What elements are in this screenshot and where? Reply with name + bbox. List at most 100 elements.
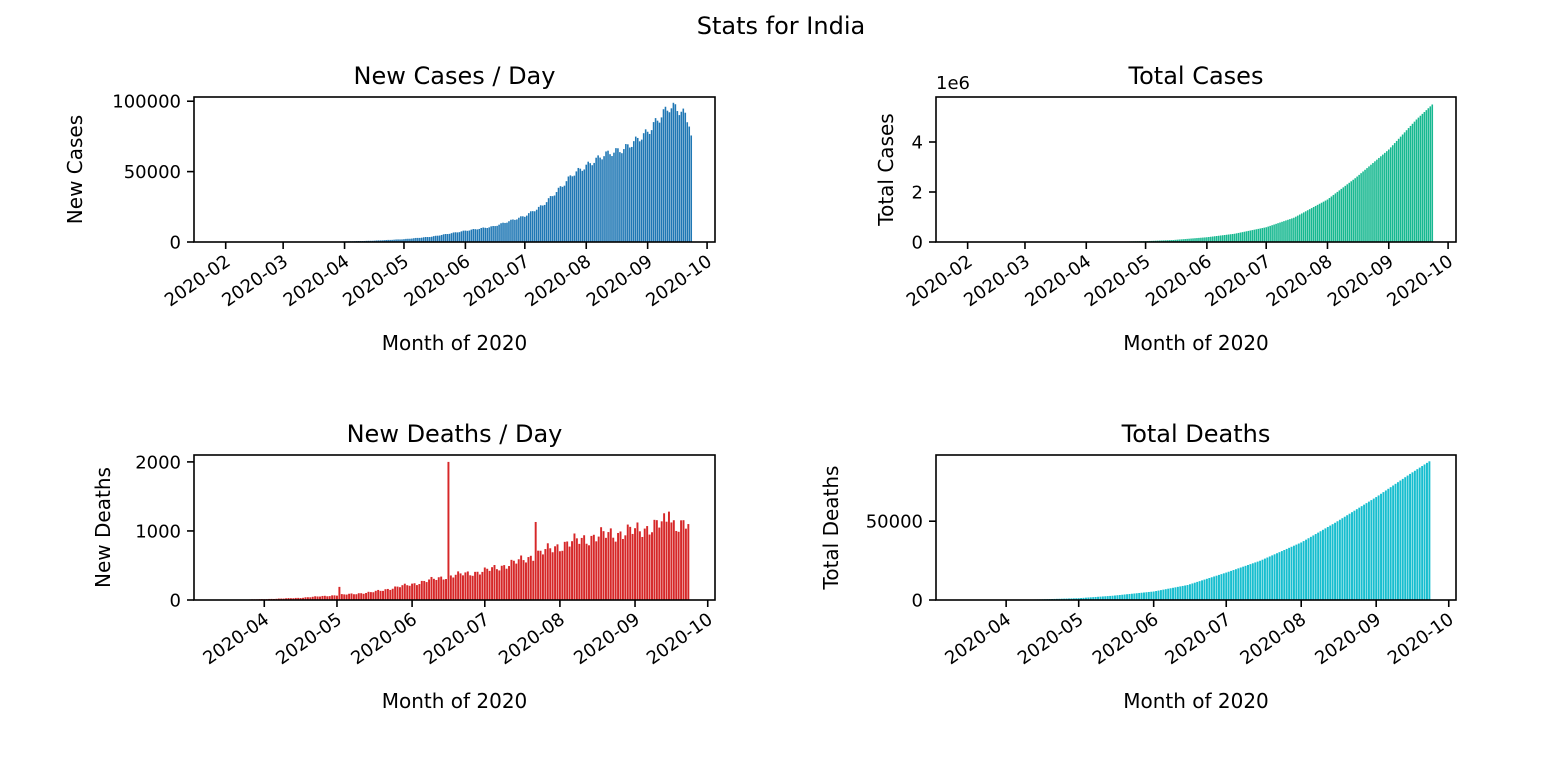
total-cases-bar xyxy=(1362,171,1364,242)
total-cases-axes-frame xyxy=(935,96,1457,243)
new-deaths-bar xyxy=(352,594,355,600)
total-deaths-bar xyxy=(1118,594,1121,600)
new-deaths-bar xyxy=(655,520,658,600)
new-deaths-bar xyxy=(411,583,414,600)
new-cases-bar xyxy=(480,227,483,242)
total-deaths-bar xyxy=(1244,565,1247,600)
total-deaths-bar xyxy=(1227,571,1230,600)
total-deaths-bar xyxy=(1426,462,1428,600)
total-deaths-bar xyxy=(1247,564,1249,600)
new-cases-bar xyxy=(486,228,488,242)
new-deaths-bar xyxy=(384,589,387,600)
new-cases-bar xyxy=(662,109,665,243)
new-cases-bar xyxy=(619,152,621,242)
new-cases-bar xyxy=(466,230,469,242)
total-cases-bar xyxy=(1346,184,1349,242)
total-deaths-bar xyxy=(1169,588,1172,600)
new-cases-bar xyxy=(452,232,455,242)
new-cases-bar xyxy=(686,122,689,242)
new-cases-bar xyxy=(462,230,465,242)
new-cases-bar xyxy=(529,211,532,242)
new-deaths-bar xyxy=(382,590,384,600)
total-deaths-xtick-label: 2020-08 xyxy=(1236,609,1310,669)
new-cases-bar xyxy=(518,217,520,242)
total-deaths-xtick-label: 2020-10 xyxy=(1384,609,1458,669)
new-cases-xlabel: Month of 2020 xyxy=(382,331,528,355)
new-cases-bar xyxy=(393,239,395,242)
total-deaths-bar xyxy=(1375,497,1378,600)
total-cases-bar xyxy=(1407,128,1410,242)
new-cases-bar xyxy=(644,129,647,242)
new-deaths-bar xyxy=(469,575,472,600)
total-deaths-bar xyxy=(1300,542,1303,600)
total-cases-bar xyxy=(1192,238,1194,242)
total-deaths-bar xyxy=(1222,573,1225,600)
new-cases-bar xyxy=(547,198,550,242)
total-deaths-bars xyxy=(959,461,1431,600)
total-deaths-bar xyxy=(1251,563,1254,600)
total-cases-bar xyxy=(1342,187,1345,242)
total-deaths-bar xyxy=(1384,490,1387,600)
new-cases-bar xyxy=(549,196,552,242)
total-cases-bar xyxy=(1176,239,1179,242)
new-deaths-bar xyxy=(425,582,428,600)
total-cases-bar xyxy=(1267,226,1269,242)
new-cases-bar xyxy=(579,168,582,242)
total-deaths-bar xyxy=(1278,552,1281,600)
total-cases-bar xyxy=(1247,230,1250,242)
total-deaths-bar xyxy=(1377,495,1380,600)
new-deaths-bar xyxy=(360,593,363,600)
new-deaths-bar xyxy=(636,522,639,600)
new-deaths-bar xyxy=(498,570,501,600)
new-deaths-bar xyxy=(684,528,687,600)
new-cases-bar xyxy=(399,239,401,242)
new-cases-bar xyxy=(488,227,490,242)
total-cases-bar xyxy=(1285,220,1287,242)
total-cases-bar xyxy=(1180,239,1182,242)
new-deaths-bar xyxy=(561,550,564,600)
new-cases-ytick-label: 50000 xyxy=(124,162,181,183)
total-cases-bar xyxy=(1386,151,1388,242)
new-cases-bar xyxy=(680,111,683,243)
new-cases-bar xyxy=(504,222,506,242)
new-cases-bar xyxy=(535,209,538,242)
new-cases-bar xyxy=(403,239,405,242)
new-cases-bar xyxy=(417,237,419,242)
new-cases-bar xyxy=(413,238,415,242)
new-deaths-bar xyxy=(408,585,411,600)
total-cases-bar xyxy=(1219,235,1222,242)
new-deaths-bar xyxy=(537,550,540,600)
new-deaths-bar xyxy=(680,520,683,600)
new-deaths-bar xyxy=(638,531,641,600)
total-deaths-bar xyxy=(1201,580,1204,600)
new-deaths-bar xyxy=(672,520,675,600)
total-deaths-bar xyxy=(1322,529,1324,600)
new-cases-bar xyxy=(500,223,502,242)
new-deaths-axes-frame xyxy=(193,454,716,601)
total-cases-bar xyxy=(1289,219,1291,242)
new-cases-xtick-label: 2020-09 xyxy=(583,251,657,311)
new-deaths-bar xyxy=(675,530,678,600)
total-cases-bar xyxy=(1259,228,1262,242)
total-cases-ytick-label: 4 xyxy=(912,133,923,154)
new-deaths-bar xyxy=(445,579,447,600)
total-cases-bar xyxy=(1372,163,1374,242)
new-deaths-bar xyxy=(459,573,462,600)
new-cases-bar xyxy=(599,157,601,242)
new-deaths-bar xyxy=(457,571,460,600)
total-cases-bar xyxy=(1279,222,1281,242)
new-cases-bar xyxy=(678,115,681,242)
total-deaths-bar xyxy=(1329,525,1332,600)
new-cases-bar xyxy=(476,229,479,242)
figure-title: Stats for India xyxy=(697,12,865,40)
new-cases-bar xyxy=(502,222,504,242)
total-cases-bar xyxy=(1217,235,1220,242)
total-cases-bar xyxy=(1304,211,1307,242)
total-deaths-bar xyxy=(1210,577,1213,600)
total-cases-bar xyxy=(1174,239,1177,242)
new-deaths-bar xyxy=(544,549,547,600)
total-deaths-xtick-label: 2020-06 xyxy=(1089,609,1163,669)
total-deaths-bar xyxy=(1104,596,1107,600)
new-cases-bar xyxy=(401,239,403,242)
total-deaths-bar xyxy=(1404,477,1407,600)
